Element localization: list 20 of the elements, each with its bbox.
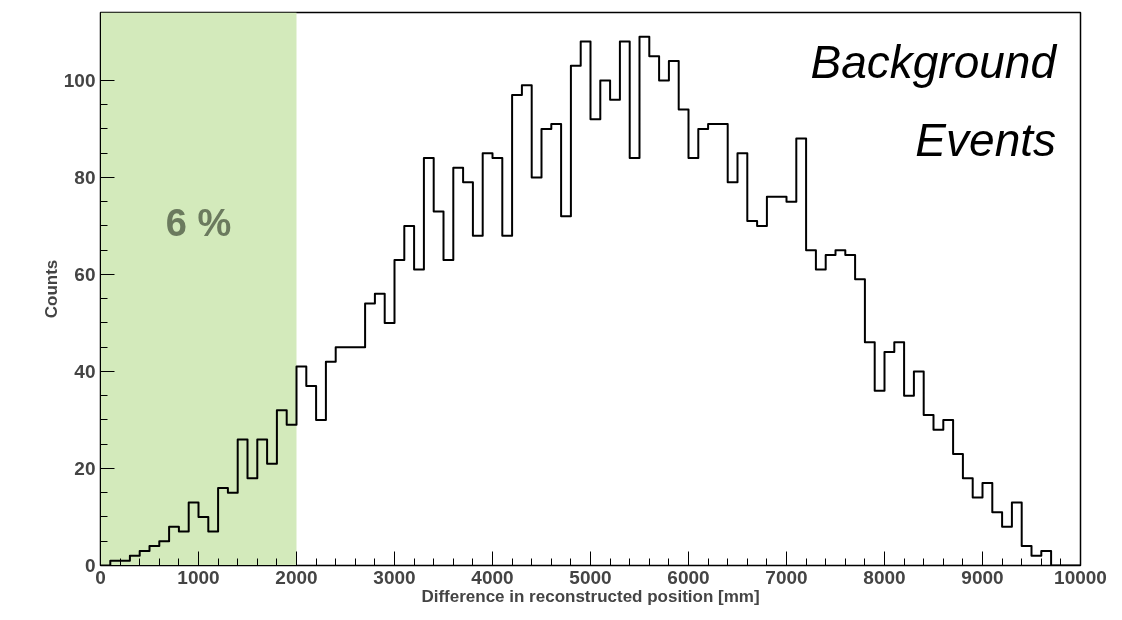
x-tick-label: 5000 [569, 566, 612, 588]
x-tick-label: 9000 [961, 566, 1004, 588]
band-label: 6 % [165, 201, 232, 244]
annotation: Events [915, 113, 1057, 166]
x-tick-label: 7000 [765, 566, 808, 588]
y-tick-label: 20 [74, 457, 96, 479]
x-tick-label: 2000 [275, 566, 318, 588]
y-tick-label: 100 [63, 69, 96, 91]
y-axis-title: Counts [41, 259, 61, 319]
x-tick-label: 4000 [471, 566, 514, 588]
x-tick-label: 10000 [1054, 566, 1107, 588]
x-axis-title: Difference in reconstructed position [mm] [421, 586, 760, 606]
x-tick-label: 8000 [863, 566, 906, 588]
y-tick-label: 80 [74, 166, 96, 188]
y-tick-label: 60 [74, 263, 96, 285]
y-tick-label: 40 [74, 360, 96, 382]
annotation: Background [810, 36, 1058, 89]
x-tick-label: 1000 [177, 566, 220, 588]
x-tick-label: 6000 [667, 566, 710, 588]
x-tick-label: 3000 [373, 566, 416, 588]
